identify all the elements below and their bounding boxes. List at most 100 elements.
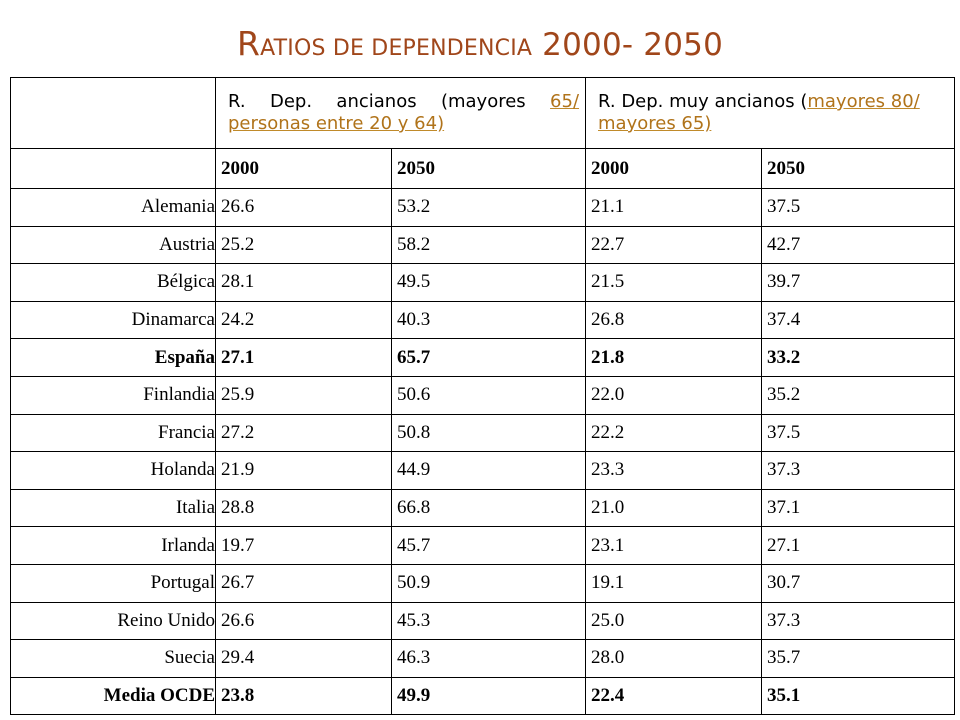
table-row: Holanda21.944.923.337.3 <box>11 452 955 490</box>
table-row: Irlanda19.745.723.127.1 <box>11 527 955 565</box>
value-cell: 45.7 <box>392 527 586 565</box>
value-cell: 24.2 <box>216 301 392 339</box>
country-cell: Irlanda <box>11 527 216 565</box>
table-row: Portugal26.750.919.130.7 <box>11 564 955 602</box>
value-cell: 42.7 <box>762 226 955 264</box>
country-cell: Portugal <box>11 564 216 602</box>
value-cell: 49.9 <box>392 677 586 715</box>
country-cell: Francia <box>11 414 216 452</box>
country-cell: Suecia <box>11 640 216 678</box>
value-cell: 35.2 <box>762 376 955 414</box>
value-cell: 58.2 <box>392 226 586 264</box>
table-body: R. Dep. ancianos (mayores 65/ personas e… <box>11 78 955 715</box>
table-row: Bélgica28.149.521.539.7 <box>11 264 955 302</box>
value-cell: 26.6 <box>216 189 392 227</box>
header-corner-cell <box>11 78 216 149</box>
value-cell: 22.4 <box>586 677 762 715</box>
value-cell: 33.2 <box>762 339 955 377</box>
value-cell: 26.7 <box>216 564 392 602</box>
value-cell: 46.3 <box>392 640 586 678</box>
header-year: 2000 <box>586 149 762 189</box>
page-title-text: ATIOS DE DEPENDENCIA <box>260 36 532 61</box>
country-cell: Dinamarca <box>11 301 216 339</box>
value-cell: 21.8 <box>586 339 762 377</box>
table-row: Media OCDE23.849.922.435.1 <box>11 677 955 715</box>
value-cell: 30.7 <box>762 564 955 602</box>
table-row: Alemania26.653.221.137.5 <box>11 189 955 227</box>
value-cell: 25.0 <box>586 602 762 640</box>
header-very-old-ratio-text: R. Dep. muy ancianos ( <box>598 91 807 112</box>
value-cell: 37.4 <box>762 301 955 339</box>
value-cell: 26.8 <box>586 301 762 339</box>
table-header-row-years: 2000 2050 2000 2050 <box>11 149 955 189</box>
value-cell: 19.7 <box>216 527 392 565</box>
value-cell: 23.1 <box>586 527 762 565</box>
value-cell: 28.0 <box>586 640 762 678</box>
value-cell: 50.6 <box>392 376 586 414</box>
country-cell: Holanda <box>11 452 216 490</box>
country-cell: Austria <box>11 226 216 264</box>
value-cell: 35.1 <box>762 677 955 715</box>
value-cell: 27.2 <box>216 414 392 452</box>
page-title-years: 2000- 2050 <box>542 27 723 63</box>
value-cell: 28.1 <box>216 264 392 302</box>
value-cell: 21.9 <box>216 452 392 490</box>
value-cell: 35.7 <box>762 640 955 678</box>
country-cell: Media OCDE <box>11 677 216 715</box>
country-cell: España <box>11 339 216 377</box>
value-cell: 65.7 <box>392 339 586 377</box>
table-row: Dinamarca24.240.326.837.4 <box>11 301 955 339</box>
header-year: 2000 <box>216 149 392 189</box>
value-cell: 27.1 <box>762 527 955 565</box>
table-header-row-groups: R. Dep. ancianos (mayores 65/ personas e… <box>11 78 955 149</box>
value-cell: 39.7 <box>762 264 955 302</box>
header-year: 2050 <box>762 149 955 189</box>
value-cell: 23.3 <box>586 452 762 490</box>
value-cell: 37.5 <box>762 189 955 227</box>
header-very-old-ratio: R. Dep. muy ancianos (mayores 80/ mayore… <box>586 78 955 149</box>
value-cell: 25.9 <box>216 376 392 414</box>
value-cell: 21.5 <box>586 264 762 302</box>
value-cell: 22.7 <box>586 226 762 264</box>
value-cell: 26.6 <box>216 602 392 640</box>
country-cell: Italia <box>11 489 216 527</box>
table-row: Francia27.250.822.237.5 <box>11 414 955 452</box>
value-cell: 44.9 <box>392 452 586 490</box>
header-old-age-ratio: R. Dep. ancianos (mayores 65/ personas e… <box>216 78 586 149</box>
value-cell: 45.3 <box>392 602 586 640</box>
value-cell: 37.3 <box>762 452 955 490</box>
table-row: Finlandia25.950.622.035.2 <box>11 376 955 414</box>
value-cell: 21.0 <box>586 489 762 527</box>
table-row: Austria25.258.222.742.7 <box>11 226 955 264</box>
dependency-ratios-table: R. Dep. ancianos (mayores 65/ personas e… <box>10 77 955 715</box>
value-cell: 27.1 <box>216 339 392 377</box>
value-cell: 22.2 <box>586 414 762 452</box>
country-cell: Finlandia <box>11 376 216 414</box>
value-cell: 49.5 <box>392 264 586 302</box>
header-year-corner <box>11 149 216 189</box>
table-row: Suecia29.446.328.035.7 <box>11 640 955 678</box>
table-row: Reino Unido26.645.325.037.3 <box>11 602 955 640</box>
country-cell: Reino Unido <box>11 602 216 640</box>
header-year: 2050 <box>392 149 586 189</box>
value-cell: 22.0 <box>586 376 762 414</box>
value-cell: 19.1 <box>586 564 762 602</box>
value-cell: 50.9 <box>392 564 586 602</box>
value-cell: 29.4 <box>216 640 392 678</box>
page-title: RATIOS DE DEPENDENCIA 2000- 2050 <box>0 24 960 63</box>
value-cell: 66.8 <box>392 489 586 527</box>
value-cell: 37.1 <box>762 489 955 527</box>
value-cell: 53.2 <box>392 189 586 227</box>
value-cell: 25.2 <box>216 226 392 264</box>
value-cell: 37.5 <box>762 414 955 452</box>
country-cell: Bélgica <box>11 264 216 302</box>
table-row: España27.165.721.833.2 <box>11 339 955 377</box>
page-title-initial: R <box>237 24 260 63</box>
value-cell: 40.3 <box>392 301 586 339</box>
value-cell: 37.3 <box>762 602 955 640</box>
header-old-age-ratio-text: R. Dep. ancianos (mayores <box>228 91 550 112</box>
value-cell: 21.1 <box>586 189 762 227</box>
value-cell: 23.8 <box>216 677 392 715</box>
country-cell: Alemania <box>11 189 216 227</box>
value-cell: 50.8 <box>392 414 586 452</box>
